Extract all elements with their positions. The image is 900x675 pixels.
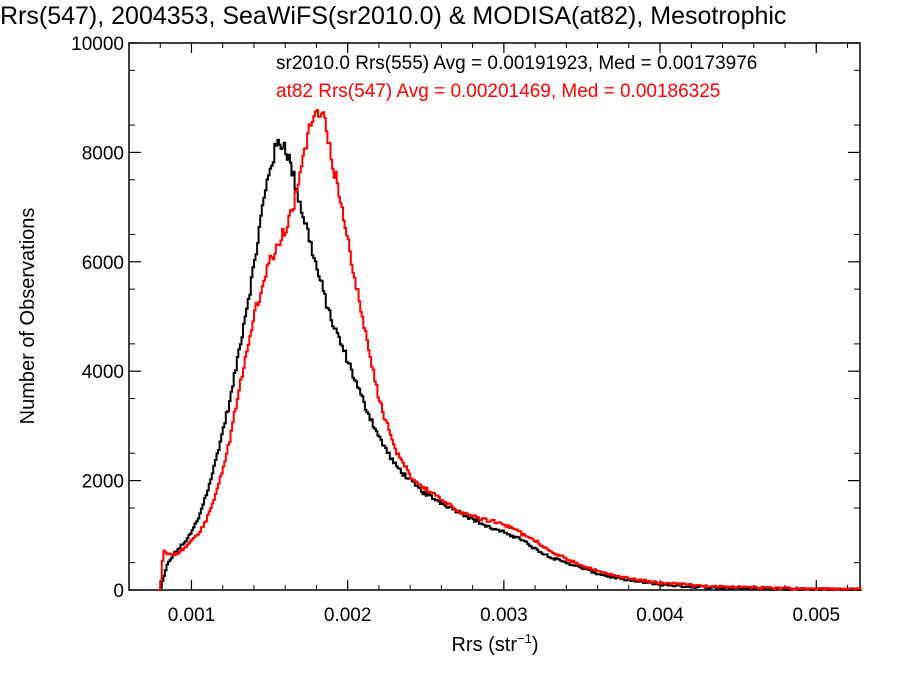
chart-title: Rrs(547), 2004353, SeaWiFS(sr2010.0) & M… bbox=[0, 2, 786, 30]
y-axis-ticks: 0 2000 4000 6000 8000 10000 bbox=[71, 34, 860, 602]
y-tick-label: 8000 bbox=[82, 143, 124, 164]
series-layer bbox=[157, 109, 862, 591]
legend-entry-1: at82 Rrs(547) Avg = 0.00201469, Med = 0.… bbox=[276, 81, 720, 102]
x-axis-label-superscript: −1 bbox=[517, 631, 532, 646]
plot-frame bbox=[128, 42, 861, 591]
y-tick-label: 4000 bbox=[82, 362, 124, 383]
x-tick-label: 0.001 bbox=[168, 605, 216, 626]
x-axis-ticks: 0.001 0.002 0.003 0.004 0.005 bbox=[128, 43, 849, 626]
x-tick-label: 0.003 bbox=[480, 605, 528, 626]
x-tick-label: 0.004 bbox=[636, 605, 684, 626]
y-tick-label: 0 bbox=[113, 581, 124, 602]
x-axis-label-close: ) bbox=[532, 634, 539, 656]
plot-border bbox=[128, 42, 861, 591]
x-axis-label-main: Rrs (str bbox=[451, 634, 517, 656]
y-tick-label: 10000 bbox=[71, 34, 124, 55]
legend: sr2010.0 Rrs(555) Avg = 0.00191923, Med … bbox=[276, 53, 757, 102]
legend-entry-0: sr2010.0 Rrs(555) Avg = 0.00191923, Med … bbox=[276, 53, 757, 74]
x-tick-label: 0.005 bbox=[792, 605, 840, 626]
series-line-1 bbox=[157, 109, 862, 591]
x-axis-label: Rrs (str−1) bbox=[451, 631, 538, 656]
series-line-0 bbox=[157, 138, 862, 591]
y-axis-label: Number of Observations bbox=[17, 208, 39, 425]
y-tick-label: 6000 bbox=[82, 253, 124, 274]
y-tick-label: 2000 bbox=[82, 472, 124, 493]
x-tick-label: 0.002 bbox=[324, 605, 372, 626]
